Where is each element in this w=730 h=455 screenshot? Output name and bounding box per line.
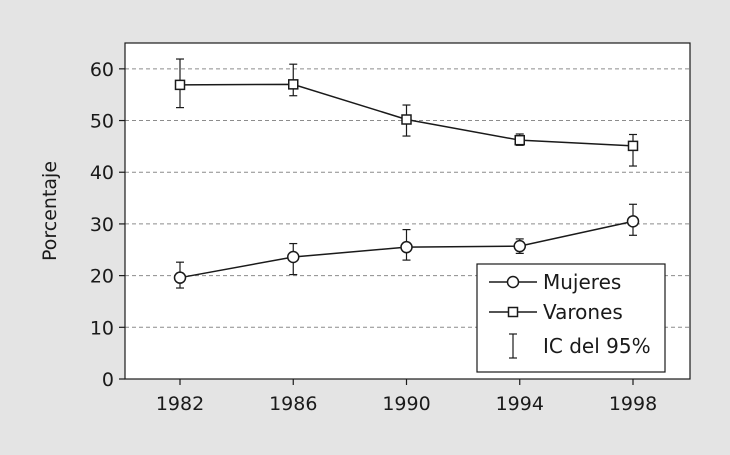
data-point-mujeres-1994	[513, 239, 526, 253]
y-axis-title: Porcentaje	[39, 161, 61, 261]
y-tick-label: 10	[90, 317, 114, 339]
data-point-varones-1982	[174, 79, 186, 91]
y-tick-label: 0	[102, 369, 114, 391]
legend-label-ci: IC del 95%	[543, 334, 651, 358]
legend-marker-mujeres	[506, 275, 520, 289]
data-point-varones-1998	[627, 140, 639, 152]
y-tick-label: 20	[90, 266, 114, 288]
data-point-mujeres-1982	[173, 271, 187, 284]
x-tick-label: 1986	[269, 393, 317, 415]
legend-label-mujeres: Mujeres	[543, 270, 621, 294]
x-tick-label: 1998	[609, 393, 657, 415]
legend-label-varones: Varones	[543, 300, 623, 324]
legend-marker-varones	[507, 306, 519, 318]
y-tick-label: 60	[90, 59, 114, 81]
x-tick-label: 1990	[382, 393, 430, 415]
y-tick-label: 40	[90, 162, 114, 184]
y-tick-label: 50	[90, 111, 114, 133]
y-tick-label: 30	[90, 214, 114, 236]
plot-frame	[124, 42, 691, 380]
data-point-mujeres-1998	[626, 215, 640, 228]
x-tick-label: 1982	[156, 393, 204, 415]
data-point-varones-1994	[514, 134, 525, 146]
data-point-varones-1986	[288, 79, 299, 90]
x-tick-label: 1994	[496, 393, 544, 415]
data-point-mujeres-1986	[287, 250, 300, 264]
data-point-mujeres-1990	[400, 240, 413, 254]
data-point-varones-1990	[401, 114, 412, 125]
